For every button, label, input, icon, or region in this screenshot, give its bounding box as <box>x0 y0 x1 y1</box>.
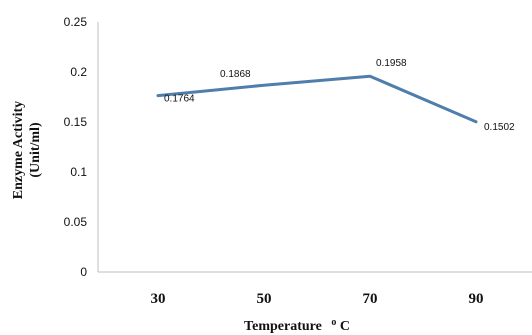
y-tick-label: 0.2 <box>70 65 87 79</box>
y-tick-label: 0.25 <box>64 15 88 29</box>
x-axis-title-degree: o <box>331 317 336 328</box>
data-labels: 0.1764 0.1868 0.1958 0.1502 <box>164 58 515 133</box>
x-axis-title-main: Temperature <box>244 319 322 334</box>
data-label: 0.1868 <box>220 69 251 80</box>
y-tick-label: 0.1 <box>70 165 87 179</box>
y-tick-labels: 0 0.05 0.1 0.15 0.2 0.25 <box>64 15 88 279</box>
y-tick-label: 0.15 <box>64 115 88 129</box>
data-label: 0.1958 <box>376 58 407 69</box>
x-tick-label: 70 <box>363 291 378 307</box>
y-axis-title-line1: Enzyme Activity <box>11 101 26 199</box>
y-tick-label: 0.05 <box>64 215 88 229</box>
y-axis-title-line2: (Unit/ml) <box>28 122 43 178</box>
x-axis-title-unit: C <box>340 319 350 334</box>
data-label: 0.1764 <box>164 94 195 105</box>
x-tick-label: 90 <box>469 291 484 307</box>
series-line <box>156 74 478 124</box>
data-label: 0.1502 <box>484 122 515 133</box>
y-axis-title: Enzyme Activity (Unit/ml) <box>11 101 43 199</box>
x-tick-label: 50 <box>257 291 272 307</box>
x-tick-labels: 30 50 70 90 <box>151 291 484 307</box>
y-tick-label: 0 <box>80 265 87 279</box>
x-axis-title: Temperature o C <box>244 314 350 334</box>
x-tick-label: 30 <box>151 291 166 307</box>
